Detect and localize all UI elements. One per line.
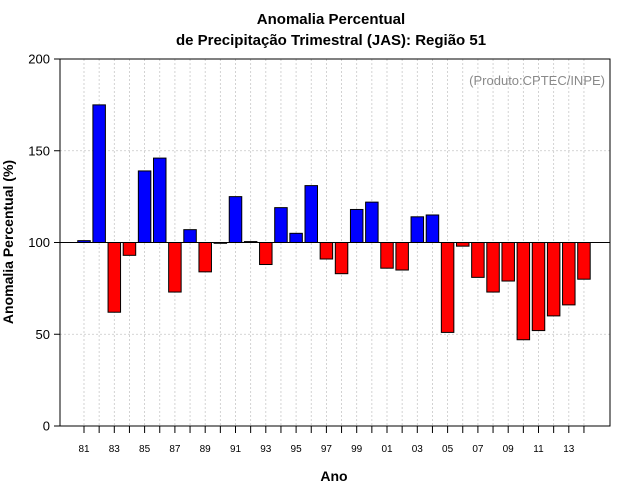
bar-01 [380,242,394,269]
grid-lines [60,59,610,426]
x-tick-label-95: 95 [291,444,303,455]
bar-87 [168,242,182,293]
y-tick-label-50: 50 [36,327,50,342]
bar-85 [137,170,152,243]
y-axis-title: Anomalia Percentual (%) [0,160,16,324]
y-tick-label-150: 150 [28,143,50,158]
bar-91 [228,196,243,244]
bar-03 [410,216,425,243]
credit-text: (Produto:CPTEC/INPE) [469,73,605,88]
bar-00 [365,201,379,244]
bar-99 [349,208,364,243]
chart-subtitle: de Precipitação Trimestral (JAS): Região… [176,32,486,49]
bar-82 [92,104,106,244]
bar-12 [546,242,561,317]
x-tick-label-87: 87 [169,444,181,455]
bar-86 [153,157,167,243]
x-tick-label-13: 13 [563,444,575,455]
bars [77,104,591,341]
bar-14 [577,242,591,280]
x-tick-label-11: 11 [533,444,544,455]
bar-84 [122,242,137,256]
bar-08 [486,242,500,293]
bar-89 [198,242,212,273]
x-tick-label-91: 91 [230,444,242,455]
x-tick-label-83: 83 [109,444,121,455]
x-tick-label-97: 97 [321,444,333,455]
bar-07 [471,242,485,278]
y-tick-label-100: 100 [28,235,50,250]
bar-06 [456,242,470,247]
x-axis: 81 83 85 87 89 91 93 95 97 99 01 03 05 07 09 11 13 [78,426,585,455]
bar-96 [304,185,318,243]
bar-05 [440,242,455,333]
bar-02 [395,242,409,271]
x-tick-label-03: 03 [412,444,424,455]
bar-93 [259,242,273,266]
bar-98 [334,242,349,275]
bar-13 [562,242,576,306]
x-axis-title: Ano [320,468,347,484]
chart-title: Anomalia Percentual [257,11,405,28]
bar-97 [319,242,334,260]
x-tick-label-09: 09 [503,444,515,455]
bar-09 [501,242,515,282]
bar-94 [274,207,288,243]
x-tick-label-05: 05 [442,444,454,455]
y-tick-label-0: 0 [43,419,50,434]
x-tick-label-99: 99 [351,444,363,455]
bar-83 [107,242,122,313]
bar-04 [425,214,440,243]
y-tick-label-200: 200 [28,52,50,67]
bar-95 [289,232,303,244]
y-axis: 0 50 100 150 200 [28,52,60,434]
x-tick-label-01: 01 [381,444,393,455]
bar-11 [531,242,546,332]
bar-88 [183,229,197,244]
x-tick-label-85: 85 [139,444,151,455]
x-tick-label-89: 89 [200,444,212,455]
x-tick-label-81: 81 [78,444,90,455]
bar-10 [516,242,531,341]
x-tick-label-93: 93 [260,444,272,455]
x-tick-label-07: 07 [472,444,484,455]
